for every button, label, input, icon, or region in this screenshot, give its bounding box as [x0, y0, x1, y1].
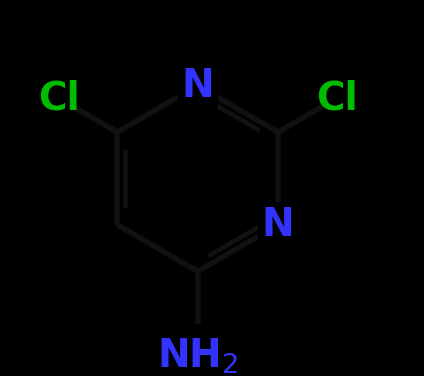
Text: N: N [181, 67, 214, 105]
Text: N: N [262, 206, 294, 244]
Text: NH$_2$: NH$_2$ [157, 337, 238, 376]
Text: Cl: Cl [38, 79, 80, 117]
Text: Cl: Cl [315, 79, 357, 117]
